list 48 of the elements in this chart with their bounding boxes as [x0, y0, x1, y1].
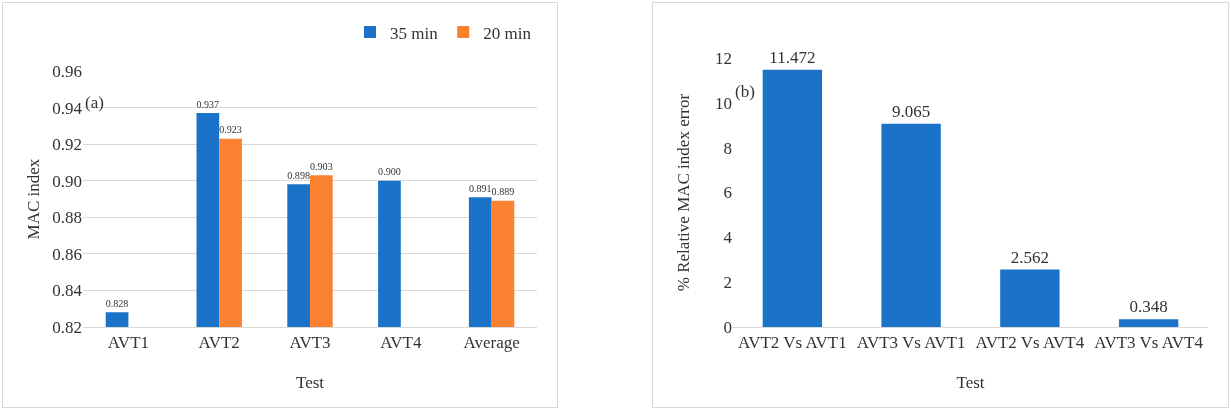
y-tick-label: 0.86	[52, 244, 82, 264]
x-tick-label: AVT3 Vs AVT1	[856, 333, 966, 353]
data-label: 0.898	[287, 170, 310, 181]
y-tick-label: 0.84	[52, 281, 83, 301]
annotation: (a)	[85, 93, 104, 112]
x-tick-label: AVT3 Vs AVT4	[1094, 333, 1204, 353]
bar	[762, 69, 823, 327]
legend-label: 20 min	[483, 23, 532, 43]
x-tick-label: Average	[463, 333, 520, 353]
data-label: 0.903	[310, 160, 333, 172]
y-tick-label: 6	[723, 183, 732, 203]
data-label: 0.828	[105, 298, 129, 309]
x-tick-label: AVT4	[380, 333, 422, 353]
data-label: 0.889	[491, 186, 515, 198]
y-tick-label: 8	[723, 138, 732, 158]
x-tick-label: AVT3	[289, 333, 331, 353]
x-tick-label: AVT1	[107, 333, 150, 353]
x-tick-label: AVT2 Vs AVT4	[975, 333, 1085, 353]
legend-label: 35 min	[390, 23, 439, 43]
bar	[881, 123, 941, 327]
x-tick-label: AVT2	[198, 333, 240, 353]
y-tick-label: 12	[715, 48, 732, 68]
y-axis-title: % Relative MAC index error	[674, 93, 693, 292]
x-axis-title: Test	[956, 373, 985, 392]
x-axis-title: Test	[295, 373, 325, 392]
data-label: 0.937	[196, 98, 219, 110]
y-tick-label: 0.90	[52, 171, 82, 191]
annotation: (b)	[735, 82, 755, 101]
y-tick-label: 0.82	[52, 317, 82, 337]
y-tick-label: 0.92	[52, 135, 82, 155]
y-tick-label: 0.96	[52, 61, 82, 81]
y-tick-label: 0.88	[52, 208, 82, 228]
y-tick-label: 0	[723, 317, 732, 337]
bar	[1000, 269, 1060, 327]
y-tick-label: 0.94	[52, 98, 83, 118]
data-label: 0.900	[378, 166, 401, 178]
data-label: 0.923	[219, 124, 242, 136]
data-label: 9.065	[892, 101, 931, 121]
data-label: 0.891	[468, 182, 492, 194]
y-axis-title: MAC index	[24, 158, 43, 240]
data-label: 2.562	[1010, 247, 1049, 267]
y-tick-label: 4	[723, 228, 733, 248]
data-label: 0.348	[1129, 297, 1168, 317]
bar	[1118, 319, 1179, 327]
y-tick-label: 2	[723, 273, 732, 293]
x-tick-label: AVT2 Vs AVT1	[738, 333, 847, 353]
y-tick-label: 10	[715, 93, 732, 113]
data-label: 11.472	[769, 47, 816, 67]
